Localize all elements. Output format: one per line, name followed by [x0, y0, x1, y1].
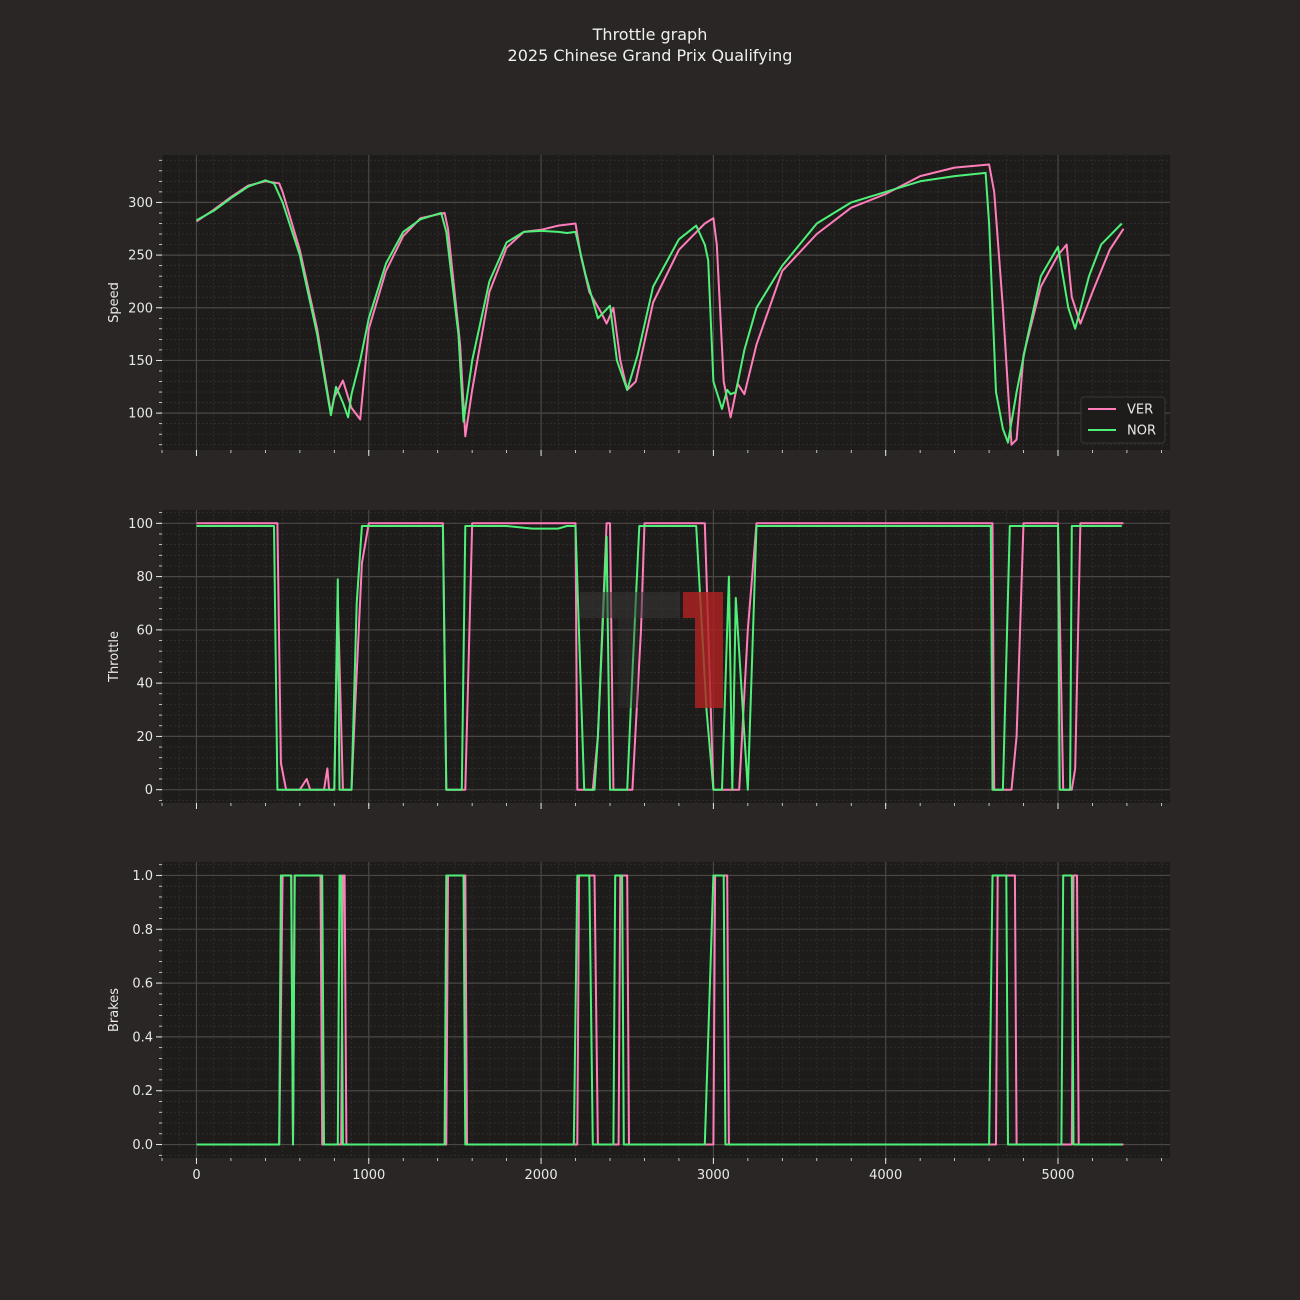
y-tick-label: 150	[128, 354, 153, 369]
y-tick-label: 20	[136, 730, 153, 745]
x-tick-label: 3000	[697, 1168, 730, 1183]
plot-area	[162, 510, 1170, 803]
y-tick-label: 60	[136, 623, 153, 638]
subplots: 100 150 200 250 300 Speed VER NOR 0 20 40 60 80 100 Th…	[107, 155, 1170, 1183]
y-tick-label: 0	[145, 783, 153, 798]
x-tick-label: 5000	[1041, 1168, 1074, 1183]
y-tick-label: 300	[128, 196, 153, 211]
y-tick-label: 200	[128, 301, 153, 316]
chart-subtitle: 2025 Chinese Grand Prix Qualifying	[508, 46, 793, 65]
plot-area	[162, 862, 1170, 1158]
y-tick-label: 0.8	[132, 923, 153, 938]
legend-label-ver: VER	[1127, 403, 1153, 418]
y-tick-label: 0.6	[132, 977, 153, 992]
series-line-ver	[195, 163, 1125, 446]
y-tick-label: 1.0	[132, 869, 153, 884]
y-tick-label: 0.2	[132, 1084, 153, 1099]
occlusion-shape	[683, 592, 723, 708]
y-tick-label: 0.0	[132, 1138, 153, 1153]
subplot-brakes: 0.0 0.2 0.4 0.6 0.8 1.0 0 1000 2000 3000 4000 5000 B…	[107, 862, 1170, 1183]
series-line-nor	[196, 525, 1122, 791]
y-tick-label: 0.4	[132, 1030, 153, 1045]
y-axis-label: Speed	[107, 282, 122, 323]
y-axis-label: Throttle	[107, 631, 122, 683]
series-line-nor	[196, 171, 1123, 444]
legend-label-nor: NOR	[1127, 424, 1156, 439]
x-tick-label: 4000	[869, 1168, 902, 1183]
occlusion-bar	[618, 618, 638, 708]
y-tick-label: 100	[128, 407, 153, 422]
y-axis-label: Brakes	[107, 988, 122, 1032]
y-tick-label: 250	[128, 249, 153, 264]
x-tick-label: 0	[192, 1168, 200, 1183]
x-tick-label: 2000	[525, 1168, 558, 1183]
series-line-nor	[196, 874, 1122, 1146]
x-tick-label: 1000	[352, 1168, 385, 1183]
chart-title: Throttle graph	[592, 25, 708, 44]
y-tick-label: 80	[136, 570, 153, 585]
y-tick-label: 40	[136, 677, 153, 692]
y-tick-label: 100	[128, 517, 153, 532]
legend: VER NOR	[1080, 396, 1166, 444]
occlusion-bar	[580, 592, 680, 618]
subplot-speed: 100 150 200 250 300 Speed VER NOR	[107, 155, 1170, 456]
subplot-throttle: 0 20 40 60 80 100 Throttle	[107, 510, 1170, 809]
